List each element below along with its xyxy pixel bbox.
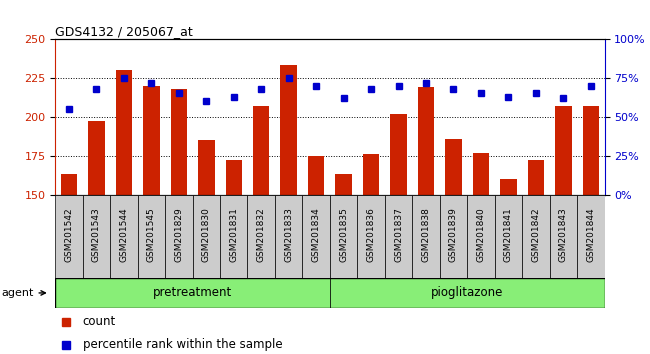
Text: percentile rank within the sample: percentile rank within the sample (83, 338, 282, 351)
Bar (111, 195, 138, 278)
Bar (170, 89, 187, 195)
Text: GDS4132 / 205067_at: GDS4132 / 205067_at (55, 25, 193, 38)
Bar (253, 106, 270, 195)
Bar (418, 87, 434, 195)
Bar (439, 195, 467, 278)
Text: GSM201838: GSM201838 (421, 207, 430, 262)
Text: GSM201545: GSM201545 (147, 207, 156, 262)
Bar (220, 195, 248, 278)
Text: GSM201837: GSM201837 (394, 207, 403, 262)
Text: agent: agent (1, 288, 46, 298)
Bar (138, 195, 165, 278)
Bar (55, 195, 83, 278)
Bar (500, 179, 517, 195)
Text: GSM201842: GSM201842 (531, 207, 540, 262)
Text: GSM201835: GSM201835 (339, 207, 348, 262)
Bar (495, 195, 522, 278)
Text: GSM201544: GSM201544 (120, 207, 129, 262)
Bar (385, 195, 412, 278)
Bar (555, 106, 571, 195)
Text: GSM201844: GSM201844 (586, 207, 595, 262)
Text: GSM201829: GSM201829 (174, 207, 183, 262)
Bar (358, 195, 385, 278)
Bar (522, 195, 550, 278)
Bar (280, 65, 297, 195)
Text: pioglitazone: pioglitazone (431, 286, 503, 299)
Bar (308, 156, 324, 195)
Bar (83, 195, 110, 278)
Bar (390, 114, 407, 195)
Bar (198, 140, 214, 195)
Bar (248, 195, 275, 278)
Text: GSM201840: GSM201840 (476, 207, 486, 262)
Text: count: count (83, 315, 116, 328)
Text: GSM201843: GSM201843 (559, 207, 568, 262)
Text: GSM201831: GSM201831 (229, 207, 239, 262)
Text: GSM201830: GSM201830 (202, 207, 211, 262)
Bar (335, 175, 352, 195)
Bar (550, 195, 577, 278)
Bar (330, 195, 358, 278)
Bar (226, 160, 242, 195)
Bar (528, 160, 544, 195)
Bar (55, 278, 330, 308)
Bar (192, 195, 220, 278)
Text: GSM201836: GSM201836 (367, 207, 376, 262)
Bar (88, 121, 105, 195)
Bar (582, 106, 599, 195)
Text: GSM201841: GSM201841 (504, 207, 513, 262)
Bar (302, 195, 330, 278)
Text: GSM201833: GSM201833 (284, 207, 293, 262)
Text: GSM201839: GSM201839 (449, 207, 458, 262)
Bar (467, 195, 495, 278)
Text: GSM201834: GSM201834 (311, 207, 320, 262)
Bar (60, 175, 77, 195)
Bar (445, 139, 462, 195)
Bar (577, 195, 605, 278)
Bar (143, 86, 160, 195)
Text: GSM201542: GSM201542 (64, 207, 73, 262)
Bar (363, 154, 380, 195)
Bar (473, 153, 489, 195)
Bar (330, 278, 604, 308)
Text: pretreatment: pretreatment (153, 286, 232, 299)
Text: GSM201543: GSM201543 (92, 207, 101, 262)
Bar (116, 70, 132, 195)
Bar (412, 195, 439, 278)
Text: GSM201832: GSM201832 (257, 207, 266, 262)
Bar (275, 195, 302, 278)
Bar (165, 195, 192, 278)
